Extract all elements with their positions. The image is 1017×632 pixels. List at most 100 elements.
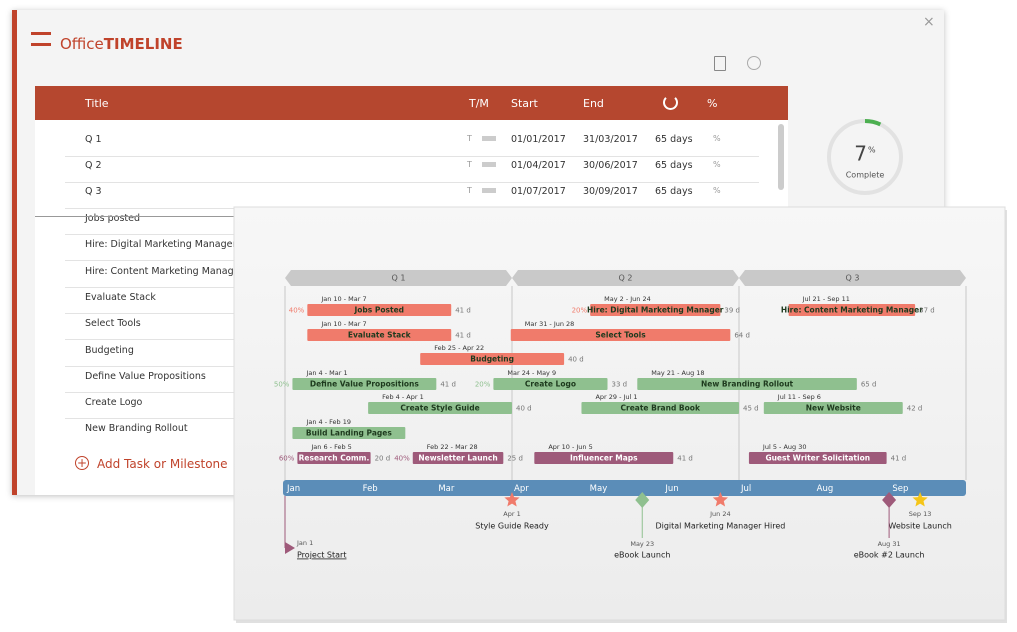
task-dates: Jan 4 - Mar 1 bbox=[305, 369, 347, 377]
task-dates: Jan 4 - Feb 19 bbox=[305, 418, 351, 426]
scrollbar[interactable] bbox=[778, 124, 784, 190]
quarter-band bbox=[512, 270, 739, 286]
task-duration: 41 d bbox=[440, 381, 456, 389]
task-dates: May 21 - Aug 18 bbox=[651, 369, 704, 377]
milestone-date: Sep 13 bbox=[909, 510, 932, 518]
month-label: Sep bbox=[892, 484, 908, 494]
progress-label: Complete bbox=[846, 171, 885, 180]
row-title: Evaluate Stack bbox=[85, 291, 156, 303]
task-bar bbox=[510, 329, 731, 341]
task-dates: Jul 11 - Sep 6 bbox=[777, 393, 821, 401]
quarter-band bbox=[285, 270, 512, 286]
task-duration: 40 d bbox=[516, 405, 532, 413]
row-cell: 01/07/2017 bbox=[511, 186, 566, 197]
task-bar bbox=[590, 304, 721, 316]
month-label: Mar bbox=[438, 484, 455, 494]
add-icon[interactable]: + bbox=[75, 456, 89, 470]
task-bar bbox=[292, 427, 406, 439]
row-cell: 65 days bbox=[655, 160, 693, 171]
task-bar bbox=[297, 452, 371, 464]
column-header: % bbox=[707, 97, 718, 110]
link-icon bbox=[482, 162, 496, 167]
month-label: Jun bbox=[664, 484, 678, 494]
task-percent: 50% bbox=[274, 381, 290, 389]
milestone-name: eBook Launch bbox=[614, 551, 670, 560]
progress-arc bbox=[864, 119, 882, 127]
brand-prefix: Office bbox=[60, 35, 104, 53]
task-name: Hire: Content Marketing Manager bbox=[781, 306, 923, 315]
row-cell: 30/09/2017 bbox=[583, 186, 638, 197]
milestone-marker bbox=[635, 492, 650, 508]
task-dates: Jan 6 - Feb 5 bbox=[310, 443, 351, 451]
row-separator bbox=[65, 156, 759, 157]
close-button[interactable]: × bbox=[923, 14, 935, 30]
row-title: Hire: Digital Marketing Manager bbox=[85, 239, 237, 251]
task-name: Research Comm. bbox=[299, 454, 370, 463]
row-cell: % bbox=[713, 134, 721, 143]
task-percent: 60% bbox=[279, 455, 295, 463]
add-task-button[interactable]: Add Task or Milestone bbox=[97, 457, 228, 471]
task-name: Newsletter Launch bbox=[418, 454, 497, 463]
row-title: Jobs posted bbox=[85, 213, 141, 224]
row-cell: T bbox=[467, 160, 472, 169]
task-duration: 64 d bbox=[734, 332, 750, 340]
row-separator bbox=[65, 182, 759, 183]
row-title: Create Logo bbox=[85, 397, 143, 409]
task-duration: 40 d bbox=[568, 356, 584, 364]
task-name: Guest Writer Solicitation bbox=[765, 454, 870, 463]
task-bar bbox=[307, 329, 452, 341]
milestone-marker bbox=[504, 492, 520, 507]
milestone-marker bbox=[712, 492, 729, 507]
task-name: Create Logo bbox=[525, 380, 576, 389]
history-icon[interactable] bbox=[747, 56, 761, 70]
task-bar bbox=[581, 402, 739, 414]
month-label: Jan bbox=[286, 484, 300, 494]
table-header: Title T/M Start End% bbox=[35, 86, 788, 120]
task-bar bbox=[307, 304, 452, 316]
duration-icon bbox=[663, 95, 678, 110]
task-name: Budgeting bbox=[470, 355, 514, 364]
task-dates: Jul 5 - Aug 30 bbox=[762, 443, 807, 451]
row-cell: T bbox=[467, 134, 472, 143]
brand-suffix: TIMELINE bbox=[103, 35, 183, 53]
row-title: Hire: Content Marketing Manager bbox=[85, 265, 244, 277]
task-percent: 20% bbox=[475, 381, 491, 389]
link-icon bbox=[482, 136, 496, 141]
task-bar bbox=[534, 452, 674, 464]
task-dates: Apr 10 - Jun 5 bbox=[548, 443, 592, 451]
month-axis bbox=[283, 480, 966, 496]
milestone-name: Project Start bbox=[297, 551, 346, 560]
task-duration: 25 d bbox=[507, 455, 523, 463]
task-dates: Jan 10 - Mar 7 bbox=[320, 320, 366, 328]
milestone-marker bbox=[285, 542, 295, 554]
task-name: Create Style Guide bbox=[400, 404, 479, 413]
row-cell: 65 days bbox=[655, 186, 693, 197]
clipboard-icon[interactable] bbox=[714, 56, 726, 71]
quarter-label: Q 2 bbox=[619, 274, 633, 283]
row-title: Q 1 bbox=[85, 134, 102, 145]
task-name: Evaluate Stack bbox=[348, 331, 412, 340]
task-duration: 41 d bbox=[677, 455, 693, 463]
milestone-marker bbox=[882, 492, 897, 508]
task-duration: 33 d bbox=[612, 381, 628, 389]
quarter-label: Q 3 bbox=[846, 274, 860, 283]
task-dates: May 2 - Jun 24 bbox=[604, 295, 651, 303]
task-name: Define Value Propositions bbox=[310, 380, 420, 389]
month-label: Aug bbox=[817, 484, 834, 494]
task-name: Hire: Digital Marketing Manager bbox=[587, 306, 724, 315]
row-title: Budgeting bbox=[85, 344, 134, 356]
task-dates: Feb 25 - Apr 22 bbox=[434, 344, 484, 352]
row-title: Q 3 bbox=[85, 186, 102, 197]
month-label: May bbox=[590, 484, 608, 494]
column-header: Start bbox=[511, 97, 538, 110]
row-title: Q 2 bbox=[85, 160, 102, 171]
task-name: Jobs Posted bbox=[353, 306, 404, 315]
task-dates: Feb 4 - Apr 1 bbox=[382, 393, 424, 401]
task-dates: Feb 22 - Mar 28 bbox=[427, 443, 478, 451]
task-duration: 45 d bbox=[743, 405, 759, 413]
milestone-name: Website Launch bbox=[888, 522, 951, 531]
progress-value: 7 bbox=[854, 142, 867, 166]
task-percent: 40% bbox=[394, 455, 410, 463]
